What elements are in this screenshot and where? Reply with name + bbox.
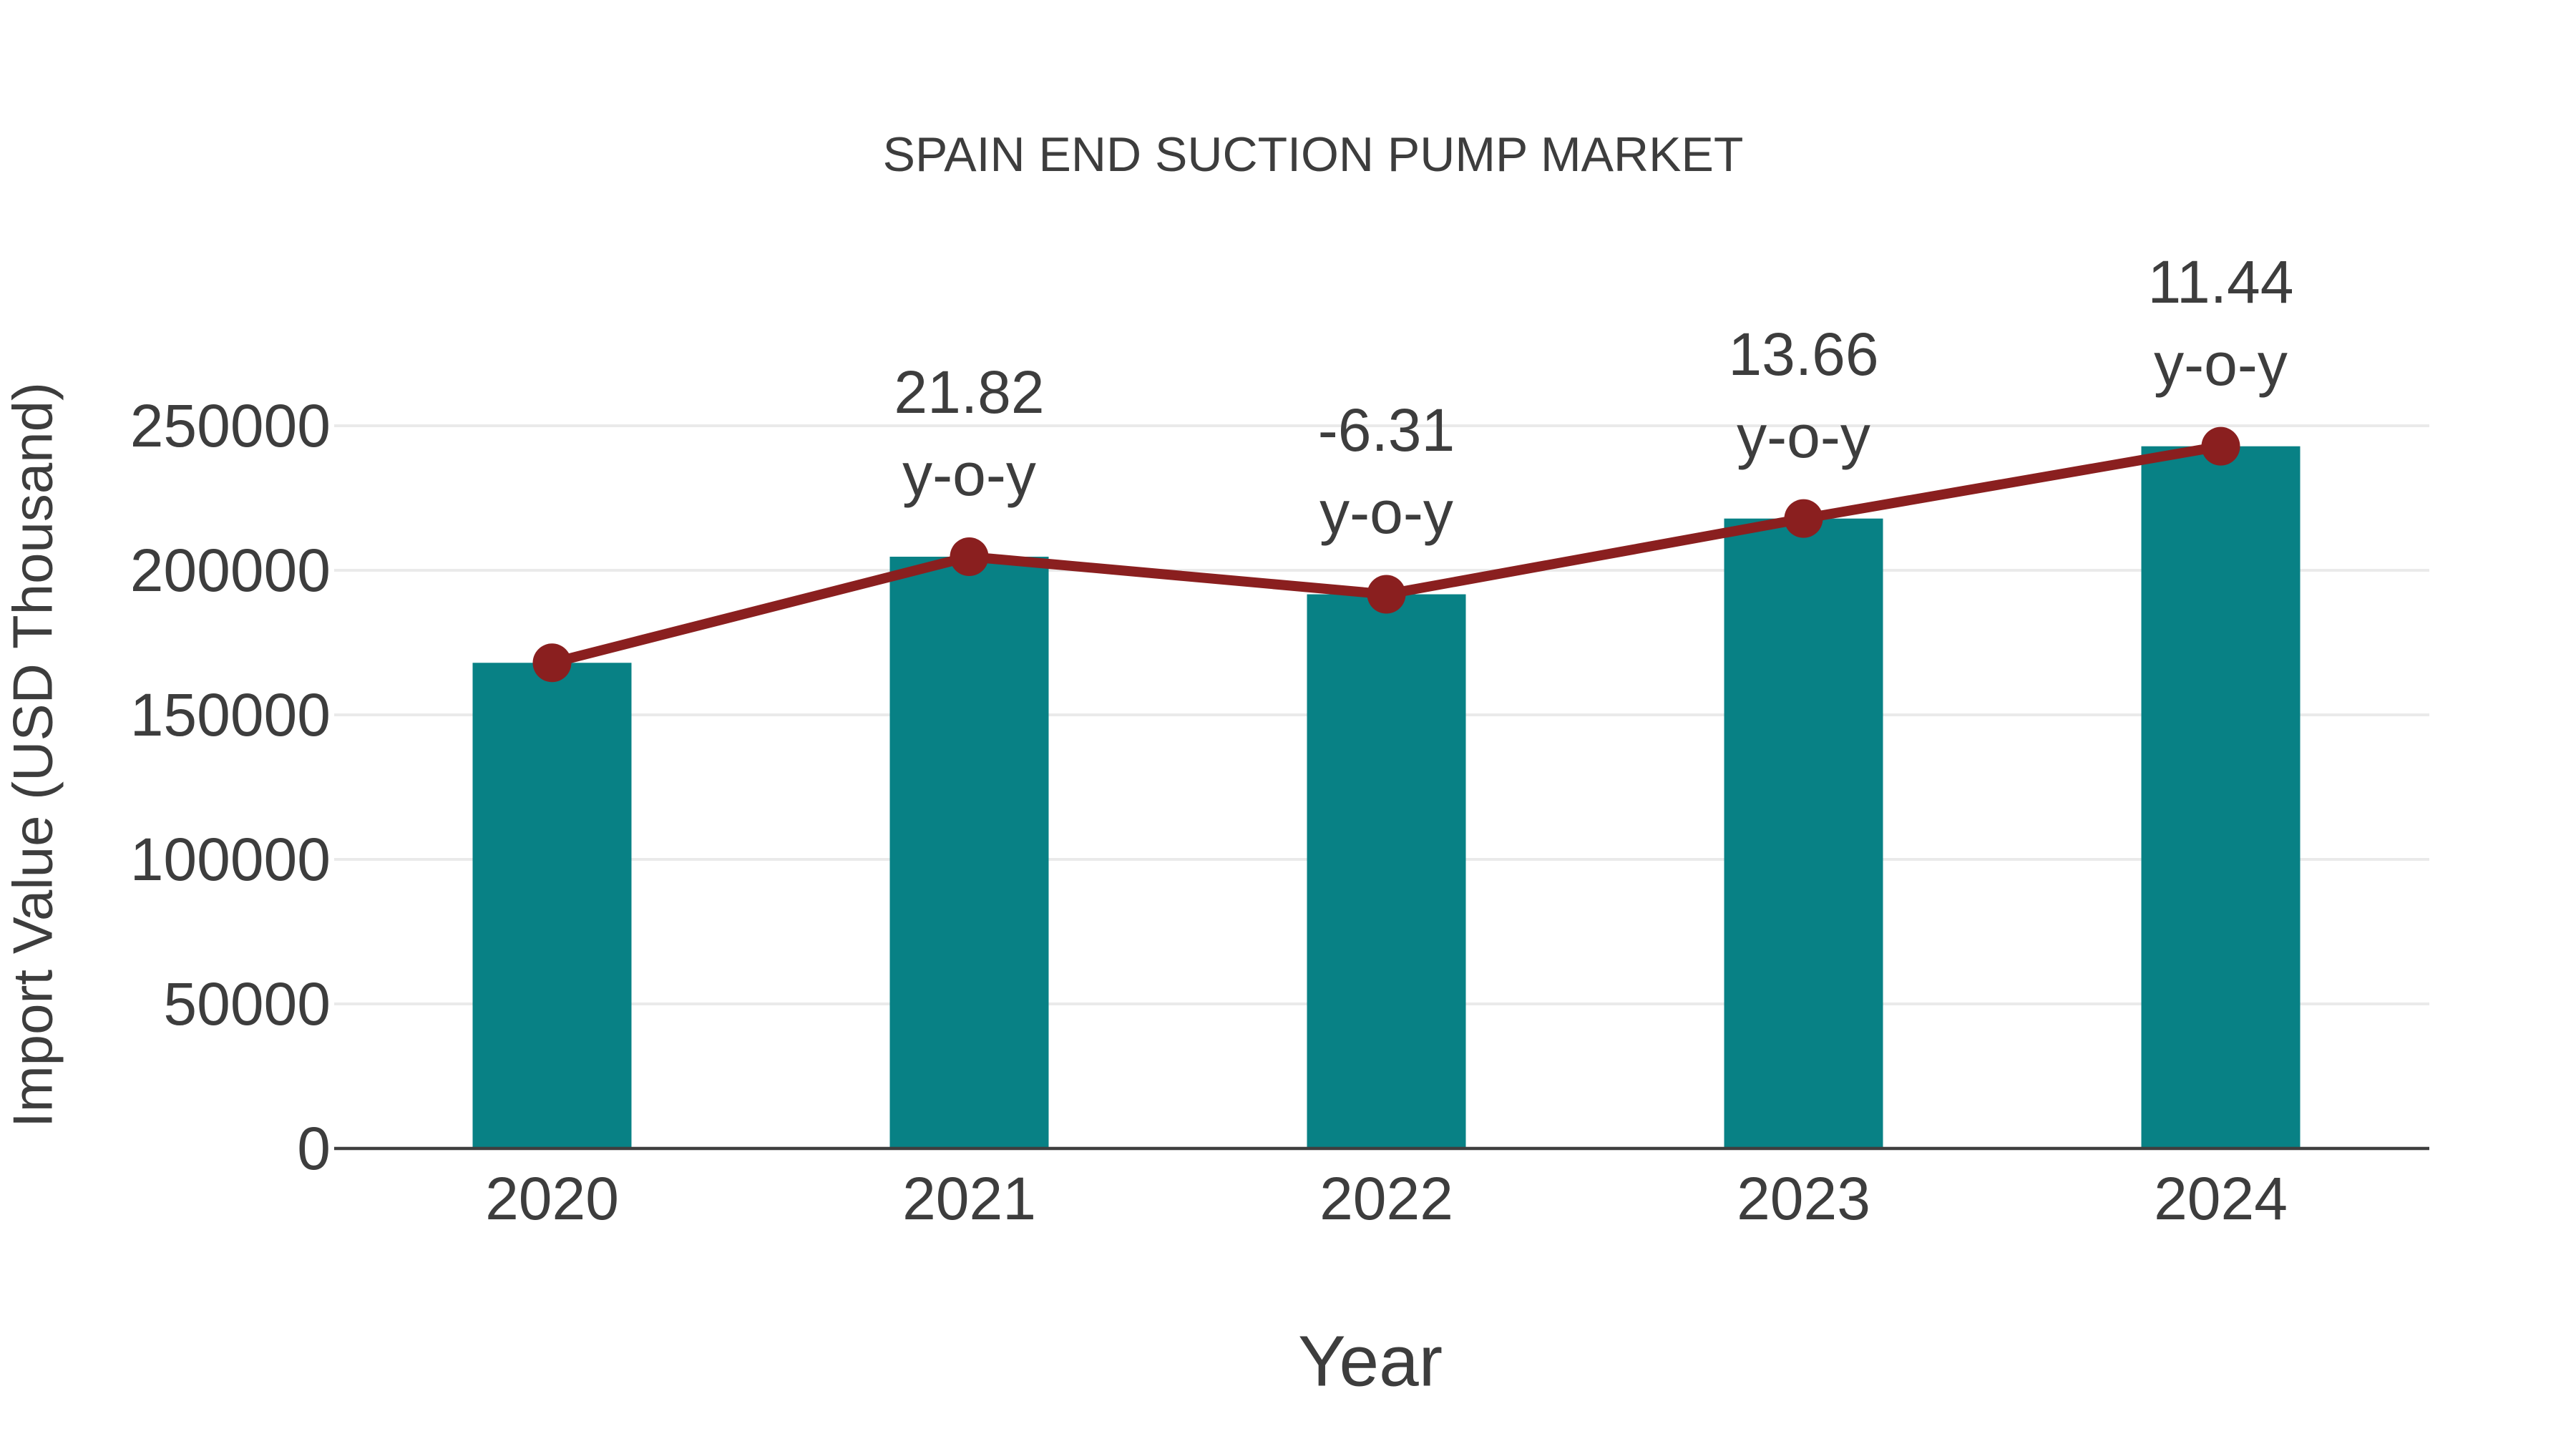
y-tick-label-200000: 200000: [130, 537, 331, 604]
yoy-value-2023: 13.66: [1728, 320, 1879, 388]
y-tick-label-50000: 50000: [163, 970, 331, 1038]
y-tick-label-0: 0: [297, 1115, 331, 1182]
x-tick-label-2024: 2024: [2154, 1165, 2288, 1232]
x-tick-label-2022: 2022: [1319, 1165, 1453, 1232]
y-tick-label-150000: 150000: [130, 681, 331, 748]
bar-2023: [1724, 518, 1883, 1148]
y-tick-label-250000: 250000: [130, 392, 331, 459]
chart-title: SPAIN END SUCTION PUMP MARKET: [882, 127, 1744, 182]
yoy-value-2024: 11.44: [2147, 248, 2294, 316]
x-axis-label: Year: [1297, 1321, 1443, 1402]
yoy-suffix-2024: y-o-y: [2154, 330, 2288, 398]
yoy-value-2021: 21.82: [894, 358, 1045, 426]
x-tick-label-2021: 2021: [902, 1165, 1036, 1232]
trend-marker-2021: [950, 537, 989, 577]
bar-2020: [472, 663, 632, 1148]
trend-marker-2024: [2201, 426, 2240, 466]
yoy-suffix-2021: y-o-y: [902, 441, 1036, 508]
bar-2024: [2141, 446, 2301, 1148]
trend-marker-2020: [532, 643, 572, 683]
trend-marker-2022: [1367, 575, 1406, 614]
bar-2022: [1307, 594, 1466, 1148]
x-tick-label-2023: 2023: [1737, 1165, 1870, 1232]
yoy-suffix-2022: y-o-y: [1319, 478, 1453, 546]
bar-2021: [889, 557, 1049, 1148]
x-tick-label-2020: 2020: [485, 1165, 619, 1232]
trend-marker-2023: [1784, 499, 1823, 538]
y-tick-label-100000: 100000: [130, 826, 331, 893]
yoy-suffix-2023: y-o-y: [1737, 402, 1870, 470]
yoy-value-2022: -6.31: [1317, 396, 1455, 464]
